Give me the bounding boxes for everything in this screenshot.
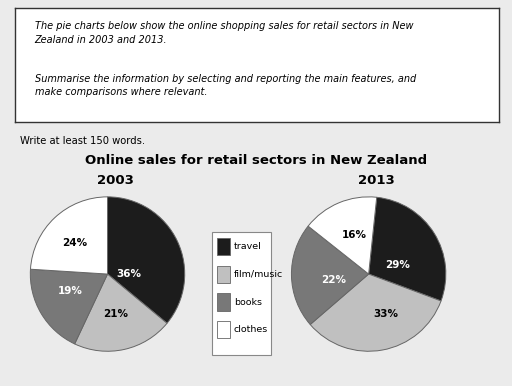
- Text: 33%: 33%: [373, 309, 398, 319]
- FancyBboxPatch shape: [217, 321, 230, 339]
- Text: 19%: 19%: [58, 286, 83, 296]
- Text: 29%: 29%: [386, 260, 411, 270]
- Wedge shape: [31, 197, 108, 274]
- Text: travel: travel: [233, 242, 262, 251]
- Wedge shape: [75, 274, 167, 351]
- Text: Write at least 150 words.: Write at least 150 words.: [20, 136, 145, 146]
- Text: film/music: film/music: [233, 270, 283, 279]
- Wedge shape: [291, 226, 369, 325]
- Text: 22%: 22%: [322, 275, 347, 285]
- Wedge shape: [369, 197, 446, 301]
- Text: 21%: 21%: [103, 309, 127, 319]
- Text: 36%: 36%: [117, 269, 142, 279]
- Text: books: books: [233, 298, 262, 306]
- Wedge shape: [310, 274, 441, 351]
- Wedge shape: [308, 197, 377, 274]
- Text: The pie charts below show the online shopping sales for retail sectors in New
Ze: The pie charts below show the online sho…: [35, 21, 413, 45]
- Text: Online sales for retail sectors in New Zealand: Online sales for retail sectors in New Z…: [85, 154, 427, 168]
- Text: Summarise the information by selecting and reporting the main features, and
make: Summarise the information by selecting a…: [35, 74, 416, 97]
- Text: 2013: 2013: [358, 174, 395, 188]
- FancyBboxPatch shape: [217, 266, 230, 283]
- FancyBboxPatch shape: [217, 293, 230, 311]
- Text: 16%: 16%: [342, 230, 367, 240]
- FancyBboxPatch shape: [217, 238, 230, 255]
- FancyBboxPatch shape: [212, 232, 271, 355]
- Text: clothes: clothes: [233, 325, 268, 334]
- Wedge shape: [108, 197, 185, 323]
- Wedge shape: [30, 269, 108, 344]
- Text: 2003: 2003: [97, 174, 134, 188]
- Text: 24%: 24%: [62, 238, 88, 248]
